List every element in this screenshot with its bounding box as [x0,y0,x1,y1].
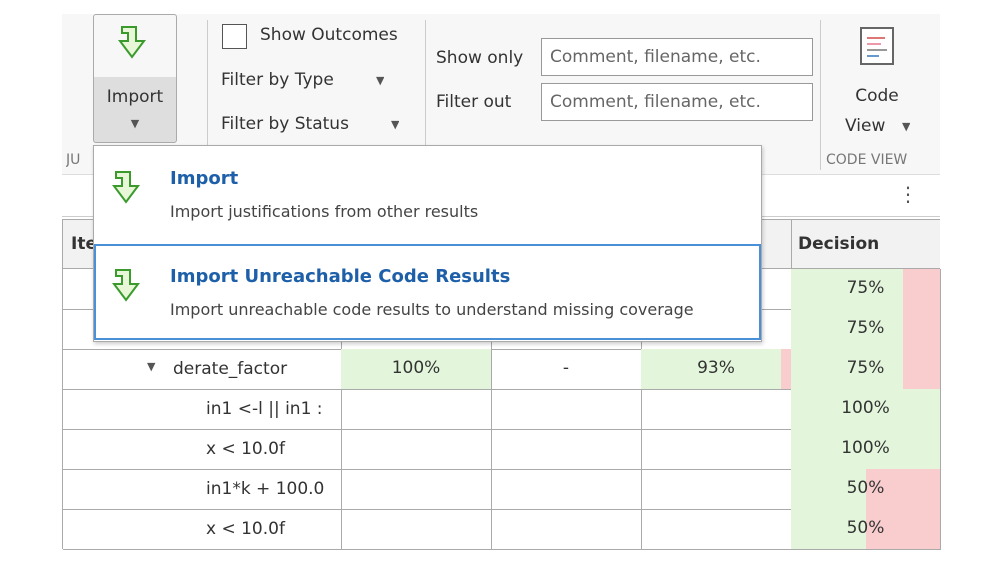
cell-text: 100% [841,398,890,418]
table-cell [641,469,792,510]
table-cell [491,389,642,430]
item-name: derate_factor [173,359,288,379]
table-cell [341,389,492,430]
cell-text: 50% [846,518,885,538]
code-label[interactable]: Code [855,86,899,106]
header-decision: Decision [798,234,880,254]
show-outcomes[interactable]: Show Outcomes [260,25,398,45]
import-icon [118,26,146,59]
menu-item[interactable]: Import Unreachable Code Results Import un… [94,244,761,340]
table-cell: 93% [641,349,792,390]
table-cell [341,469,492,510]
table-cell: 75% [791,309,941,350]
show-only-input[interactable]: Comment, filename, etc. [541,38,813,76]
header-item: Ite [71,234,97,254]
code-view-section: CODE VIEW [826,152,908,168]
table-cell: x < 10.0f [63,509,342,550]
table-cell: 75% [791,269,941,310]
cell-text: 100% [841,438,890,458]
table-cell [341,509,492,550]
coverage-bar [641,349,781,389]
coverage-bar [791,429,940,469]
import-button[interactable]: Import ▼ [93,14,177,143]
table-cell: 100% [791,429,941,470]
menu-item[interactable]: Import Import justifications from other r… [94,146,761,242]
item-name: in1 <-l || in1 : [206,399,323,419]
table-cell: 50% [791,469,941,510]
cell-text: - [562,358,570,378]
more-icon[interactable]: ⋮ [898,182,918,206]
column-divider [791,220,792,269]
menu-item-description: Import justifications from other results [170,202,479,221]
section-label: JU [66,152,81,168]
code-view-icon [860,27,894,65]
table-cell [491,509,642,550]
table-cell [641,389,792,430]
import-label: Import [106,87,164,107]
table-cell [491,429,642,470]
table-cell: x < 10.0f [63,429,342,470]
filter-out-input[interactable]: Comment, filename, etc. [541,83,813,121]
item-name: x < 10.0f [206,439,285,459]
table-cell: 75% [791,349,941,390]
cell-text: 93% [697,358,735,378]
view-label[interactable]: View [845,116,886,136]
menu-item-description: Import unreachable code results to under… [170,300,694,319]
table-cell [641,509,792,550]
cell-text: 100% [391,358,441,378]
cell-text: 75% [846,278,885,298]
filter-out-label: Filter out [436,92,512,112]
table-cell [491,469,642,510]
coverage-bar [341,349,491,389]
table-cell: in1 <-l || in1 : [63,389,342,430]
coverage-bar [791,349,903,389]
cell-text: 50% [846,478,885,498]
checkbox[interactable] [222,24,247,49]
coverage-bar [791,389,940,429]
menu-item-title: Import Unreachable Code Results [170,266,511,287]
table-cell [641,429,792,470]
coverage-bar [791,509,866,549]
coverage-bar [791,309,903,349]
table-cell: 50% [791,509,941,550]
item-name: x < 10.0f [206,519,285,539]
table-cell: in1*k + 100.0 [63,469,342,510]
table-cell: ▼ derate_factor [63,349,342,390]
dropdown-menu: Import Import justifications from other r… [93,145,762,342]
item-name: in1*k + 100.0 [206,479,325,499]
table-cell: 100% [791,389,941,430]
table-cell: - [491,349,642,390]
filter-by-type[interactable]: Filter by Type [221,70,334,90]
cell-text: 75% [846,318,885,338]
coverage-bar [791,469,866,509]
coverage-bar [791,269,903,309]
table-cell [341,429,492,470]
menu-item-title: Import [170,168,239,189]
table-cell: 100% [341,349,492,390]
cell-text: 75% [846,358,885,378]
filter-by-status[interactable]: Filter by Status [221,114,349,134]
expand-arrow[interactable]: ▼ [147,360,156,373]
show-only-label: Show only [436,48,524,68]
